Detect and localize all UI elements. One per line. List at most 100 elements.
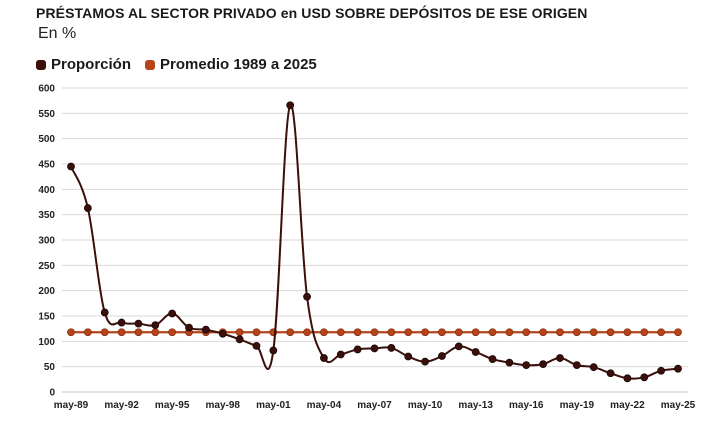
series-proporcion xyxy=(67,101,682,383)
data-point[interactable] xyxy=(336,350,345,359)
legend-swatch-proporcion xyxy=(36,59,46,70)
data-point[interactable] xyxy=(320,354,328,362)
data-point[interactable] xyxy=(454,342,463,351)
data-point[interactable] xyxy=(589,363,598,372)
data-point[interactable] xyxy=(505,358,514,367)
data-point[interactable] xyxy=(674,364,682,373)
chart-subtitle: En % xyxy=(38,25,77,42)
data-point[interactable] xyxy=(387,328,396,337)
data-point[interactable] xyxy=(522,328,531,337)
data-point[interactable] xyxy=(606,369,615,378)
data-point[interactable] xyxy=(471,348,480,356)
data-point[interactable] xyxy=(303,292,311,301)
y-tick-label: 300 xyxy=(38,236,55,247)
data-point[interactable] xyxy=(404,328,413,337)
x-tick-label: may-19 xyxy=(560,400,595,411)
data-point[interactable] xyxy=(505,328,514,337)
data-point[interactable] xyxy=(471,328,480,337)
data-point[interactable] xyxy=(67,162,75,171)
data-point[interactable] xyxy=(235,335,244,344)
y-tick-label: 450 xyxy=(38,160,55,171)
data-point[interactable] xyxy=(185,323,193,332)
data-point[interactable] xyxy=(168,309,177,318)
series-line xyxy=(70,104,679,380)
legend-item-proporcion[interactable]: Proporción xyxy=(36,56,131,73)
data-point[interactable] xyxy=(438,352,446,360)
data-point[interactable] xyxy=(235,328,244,337)
data-point[interactable] xyxy=(201,325,210,334)
data-point[interactable] xyxy=(488,328,497,337)
data-point[interactable] xyxy=(623,328,632,337)
data-point[interactable] xyxy=(269,346,278,355)
data-point[interactable] xyxy=(218,329,227,338)
data-point[interactable] xyxy=(606,328,615,337)
legend-label-proporcion: Proporción xyxy=(51,56,132,73)
x-tick-label: may-92 xyxy=(104,400,139,411)
data-point[interactable] xyxy=(454,328,463,337)
data-point[interactable] xyxy=(522,361,531,370)
data-point[interactable] xyxy=(83,204,92,212)
data-point[interactable] xyxy=(657,366,666,375)
x-tick-label: may-10 xyxy=(408,400,443,411)
data-point[interactable] xyxy=(404,352,413,361)
data-point[interactable] xyxy=(353,328,362,337)
data-point[interactable] xyxy=(252,341,261,350)
data-point[interactable] xyxy=(303,328,311,337)
y-tick-label: 150 xyxy=(38,312,55,323)
data-point[interactable] xyxy=(623,374,632,383)
legend-item-promedio[interactable]: Promedio 1989 a 2025 xyxy=(145,56,317,73)
data-point[interactable] xyxy=(657,328,666,337)
x-tick-label: may-04 xyxy=(307,400,342,411)
data-point[interactable] xyxy=(151,321,160,330)
data-point[interactable] xyxy=(67,328,75,337)
data-point[interactable] xyxy=(134,328,143,337)
data-point[interactable] xyxy=(168,328,177,337)
y-tick-label: 500 xyxy=(38,134,55,145)
data-point[interactable] xyxy=(100,328,109,337)
data-point[interactable] xyxy=(421,357,429,366)
y-tick-label: 200 xyxy=(38,286,55,297)
legend: Proporción Promedio 1989 a 2025 xyxy=(36,56,317,73)
data-point[interactable] xyxy=(100,308,109,317)
data-point[interactable] xyxy=(353,345,362,354)
x-tick-label: may-89 xyxy=(54,400,89,411)
x-tick-label: may-25 xyxy=(661,400,696,411)
data-point[interactable] xyxy=(556,354,564,362)
data-point[interactable] xyxy=(117,328,126,337)
x-tick-label: may-98 xyxy=(206,400,241,411)
data-point[interactable] xyxy=(286,101,295,110)
data-point[interactable] xyxy=(387,344,396,352)
legend-swatch-promedio xyxy=(145,59,156,70)
y-tick-label: 250 xyxy=(38,261,55,272)
data-point[interactable] xyxy=(438,328,446,337)
x-tick-label: may-13 xyxy=(458,400,493,411)
x-tick-label: may-22 xyxy=(610,400,645,411)
data-point[interactable] xyxy=(556,328,564,337)
data-point[interactable] xyxy=(640,328,649,337)
data-point[interactable] xyxy=(252,328,261,337)
y-tick-label: 600 xyxy=(38,84,55,95)
data-point[interactable] xyxy=(370,344,379,353)
data-point[interactable] xyxy=(83,328,92,337)
data-point[interactable] xyxy=(488,355,497,363)
data-point[interactable] xyxy=(370,328,379,337)
data-point[interactable] xyxy=(572,328,581,337)
data-point[interactable] xyxy=(151,328,160,337)
data-point[interactable] xyxy=(336,328,345,337)
data-point[interactable] xyxy=(320,328,328,337)
data-point[interactable] xyxy=(572,361,581,370)
data-point[interactable] xyxy=(421,328,429,337)
legend-label-promedio: Promedio 1989 a 2025 xyxy=(160,56,317,73)
x-tick-label: may-07 xyxy=(357,400,392,411)
grid-lines xyxy=(62,87,688,368)
data-point[interactable] xyxy=(640,373,649,382)
x-axis-tick-labels: may-89 may-92 may-95 may-98 may-01 may-04 may-… xyxy=(54,400,696,411)
data-point[interactable] xyxy=(117,318,126,327)
data-point[interactable] xyxy=(539,360,548,369)
data-point[interactable] xyxy=(674,328,682,337)
y-tick-label: 350 xyxy=(38,210,55,221)
data-point[interactable] xyxy=(134,319,143,328)
data-point[interactable] xyxy=(286,328,295,337)
data-point[interactable] xyxy=(589,328,598,337)
data-point[interactable] xyxy=(539,328,548,337)
